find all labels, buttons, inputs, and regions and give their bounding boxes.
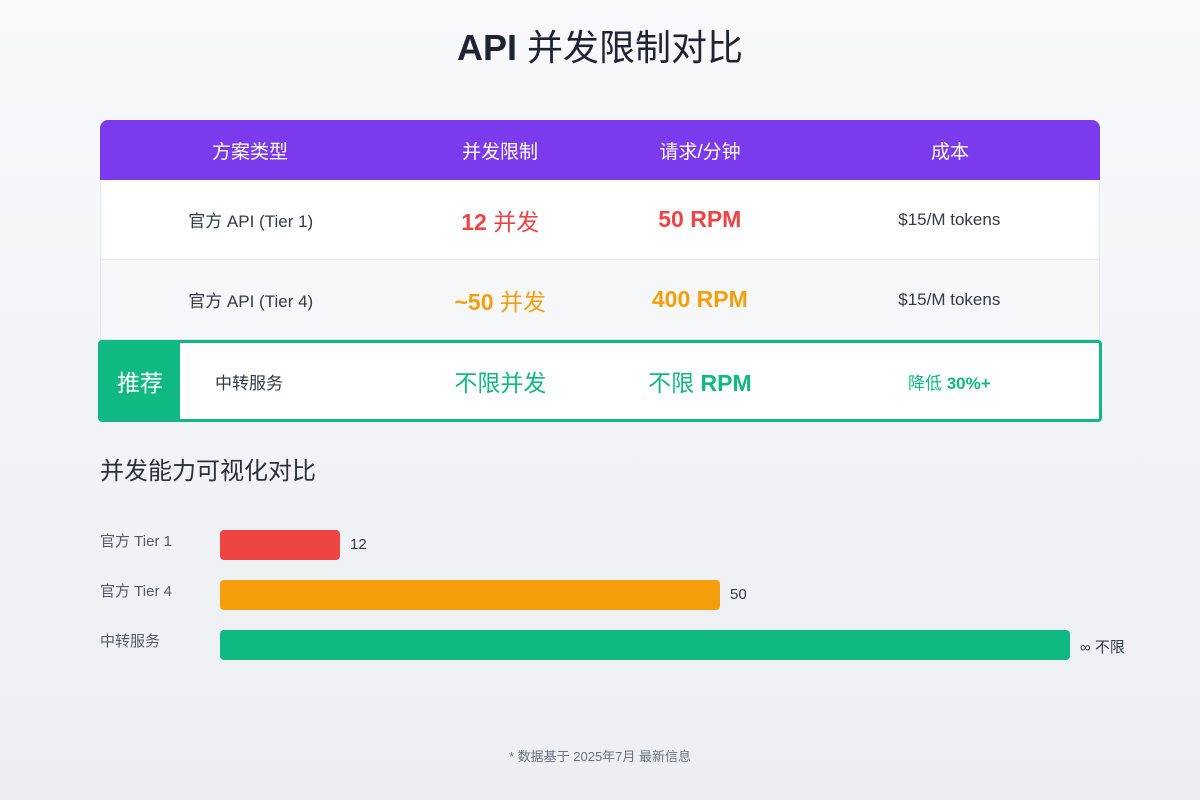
rpm-value: 400 RPM (651, 286, 748, 312)
rpm-prefix: 不限 (648, 370, 695, 396)
concurrency-value: 12 并发 (400, 203, 600, 237)
table-row-tier1: 官方 API (Tier 1) 12 并发 50 RPM $15/M token… (100, 180, 1100, 260)
rpm-value: 不限 RPM (600, 364, 800, 398)
header-cost: 成本 (930, 141, 969, 163)
bar-relay (220, 630, 1070, 660)
footnote: * 数据基于 2025年7月 最新信息 (508, 749, 692, 764)
title-latin: API (456, 27, 517, 68)
concurrency-number: 12 (461, 208, 487, 235)
bar-label-tier4: 官方 Tier 4 (100, 583, 172, 600)
bar-value-tier1: 12 (350, 536, 367, 553)
bar-label-tier1: 官方 Tier 1 (100, 533, 172, 550)
bar-value-relay: ∞ 不限 (1080, 639, 1125, 656)
title-chinese: 并发限制对比 (527, 27, 744, 68)
bar-label-relay: 中转服务 (100, 633, 161, 650)
plan-name: 官方 API (Tier 4) (188, 292, 314, 311)
concurrency-unit: 并发 (493, 208, 540, 235)
bar-tier1 (220, 530, 340, 560)
comparison-table: 方案类型 并发限制 请求/分钟 成本 官方 API (Tier 1) 12 并发… (98, 120, 1102, 422)
cost-value: 降低 30%+ (800, 369, 1099, 394)
page-title: API 并发限制对比 (0, 24, 1200, 72)
cost-value: $15/M tokens (898, 289, 1001, 309)
cost-value: $15/M tokens (898, 209, 1001, 229)
table-header: 方案类型 并发限制 请求/分钟 成本 (100, 120, 1100, 180)
rpm-value: 50 RPM (658, 206, 742, 232)
bar-tier4 (220, 580, 720, 610)
recommended-badge: 推荐 (100, 342, 180, 420)
table-row-relay-recommended: 推荐 中转服务 不限并发 不限 RPM 降低 30%+ (98, 340, 1102, 422)
cost-reduction: 30%+ (946, 373, 991, 393)
table-row-tier4: 官方 API (Tier 4) ~50 并发 400 RPM $15/M tok… (100, 260, 1100, 340)
rpm-suffix: RPM (700, 370, 752, 396)
cost-prefix: 降低 (907, 373, 942, 393)
header-plan-type: 方案类型 (211, 141, 288, 163)
concurrency-number: ~50 (454, 288, 494, 315)
bar-value-tier4: 50 (730, 586, 747, 603)
plan-name: 中转服务 (215, 373, 283, 393)
concurrency-value: 不限并发 (454, 370, 547, 396)
concurrency-value: ~50 并发 (400, 283, 600, 317)
header-concurrency: 并发限制 (461, 141, 538, 163)
concurrency-unit: 并发 (499, 288, 546, 315)
header-rpm: 请求/分钟 (659, 141, 741, 163)
chart-section-title: 并发能力可视化对比 (100, 458, 316, 485)
plan-name: 官方 API (Tier 1) (188, 212, 314, 231)
